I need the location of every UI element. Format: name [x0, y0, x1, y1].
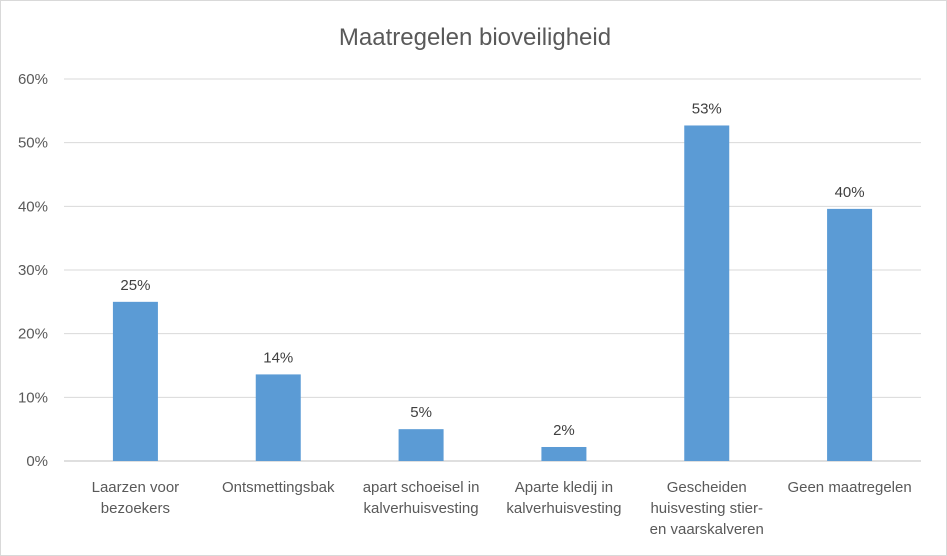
category-label: Gescheiden huisvesting stier-en vaarskalv…: [650, 479, 764, 538]
data-label: 14%: [263, 349, 293, 366]
bar: [112, 301, 158, 461]
category-label: Geen maatregelen: [787, 479, 911, 496]
data-label: 53%: [692, 100, 722, 117]
chart-title: Maatregelen bioveiligheid: [339, 24, 611, 51]
category-label-line: en vaarskalveren: [650, 521, 764, 538]
category-label-line: Gescheiden: [667, 479, 747, 496]
y-tick-label: 60%: [18, 71, 48, 88]
category-label-line: kalverhuisvesting: [364, 500, 479, 517]
y-tick-label: 40%: [18, 198, 48, 215]
gridlines: [64, 78, 921, 462]
bar: [827, 208, 873, 461]
bar: [684, 125, 730, 461]
y-tick-label: 50%: [18, 135, 48, 152]
category-label-line: Geen maatregelen: [787, 479, 911, 496]
data-label: 40%: [835, 184, 865, 201]
category-label: apart schoeisel in kalverhuisvesting: [363, 479, 480, 517]
y-tick-label: 30%: [18, 262, 48, 279]
category-label: Aparte kledij in kalverhuisvesting: [506, 479, 621, 517]
category-label-line: huisvesting stier-: [650, 500, 763, 517]
bar: [398, 429, 444, 461]
category-label-line: kalverhuisvesting: [506, 500, 621, 517]
y-axis-ticks: 0% 10% 20% 30% 40% 50% 60%: [18, 71, 48, 470]
data-label: 2%: [553, 422, 575, 439]
category-label-line: Ontsmettingsbak: [222, 479, 335, 496]
category-label-line: Aparte kledij in: [515, 479, 613, 496]
category-label-line: Laarzen voor: [92, 479, 180, 496]
bar: [255, 374, 301, 461]
data-labels: 25% 14% 5% 2% 53% 40%: [120, 100, 864, 439]
bars: [112, 125, 873, 461]
category-label: Ontsmettingsbak: [222, 479, 335, 496]
bar: [541, 446, 587, 461]
category-label-line: apart schoeisel in: [363, 479, 480, 496]
data-label: 5%: [410, 404, 432, 421]
y-tick-label: 20%: [18, 326, 48, 343]
category-labels: Laarzen voor bezoekers Ontsmettingsbak apar…: [92, 479, 912, 538]
category-label-line: bezoekers: [101, 500, 170, 517]
data-label: 25%: [120, 277, 150, 294]
y-tick-label: 10%: [18, 389, 48, 406]
y-tick-label: 0%: [26, 453, 48, 470]
category-label: Laarzen voor bezoekers: [92, 479, 180, 517]
